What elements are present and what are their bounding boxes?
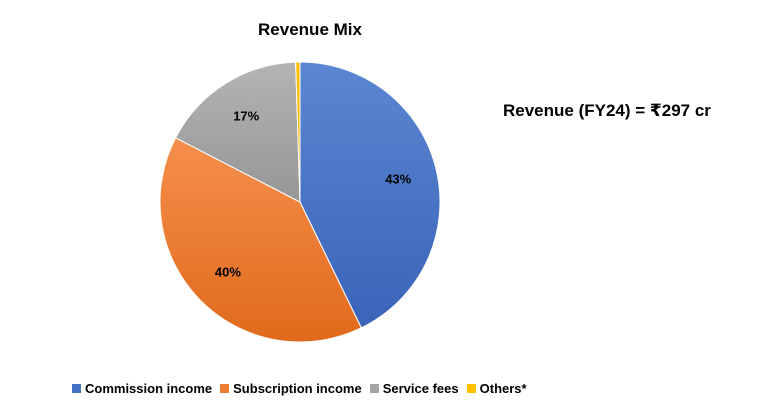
legend-swatch <box>72 384 81 393</box>
legend-item-commission: Commission income <box>72 381 212 396</box>
pie-slice-others <box>295 61 301 203</box>
legend-item-service-fees: Service fees <box>369 381 459 396</box>
pie-slice-commission-income <box>299 61 441 329</box>
legend-item-others: Others* <box>466 381 527 396</box>
pie-slice-service-fees <box>174 61 301 203</box>
chart-title: Revenue Mix <box>258 20 362 39</box>
slice-data-label: 17% <box>233 109 259 124</box>
slice-data-label: 40% <box>215 264 241 279</box>
pie-slice-subscription-income <box>159 137 362 343</box>
slice-data-label: 43% <box>385 171 411 186</box>
legend-label: Subscription income <box>233 381 362 396</box>
legend-item-subscription: Subscription income <box>220 381 362 396</box>
legend-swatch <box>466 384 476 393</box>
legend-swatch <box>220 384 230 393</box>
legend-swatch <box>369 384 379 393</box>
revenue-annotation: Revenue (FY24) = ₹297 cr <box>503 101 711 120</box>
legend: Commission income Subscription income Se… <box>72 381 535 396</box>
legend-label: Others* <box>479 381 527 396</box>
legend-label: Commission income <box>85 381 213 396</box>
legend-label: Service fees <box>382 381 459 396</box>
